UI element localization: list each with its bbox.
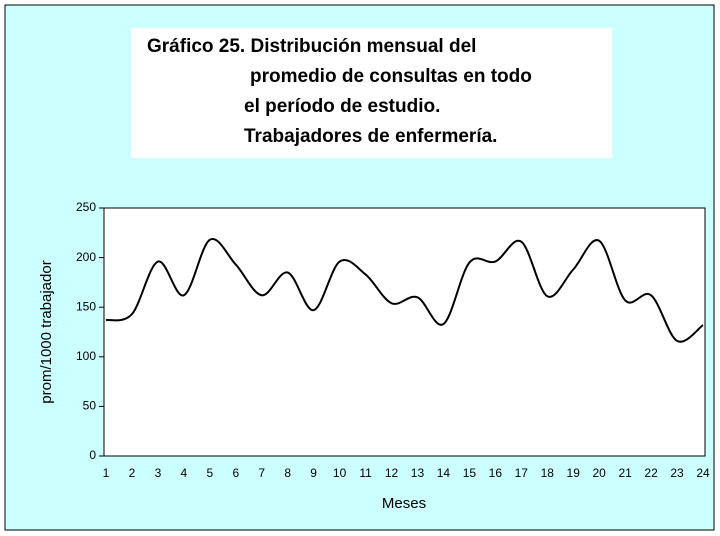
chart-title: promedio de consultas en todo [250, 66, 532, 87]
y-axis-label: prom/1000 trabajador [38, 260, 55, 403]
y-tick-label: 200 [76, 250, 96, 264]
x-tick-label: 2 [129, 466, 136, 480]
x-tick-label: 18 [541, 466, 555, 480]
x-tick-label: 22 [644, 466, 658, 480]
x-tick-label: 9 [310, 466, 317, 480]
x-tick-label: 24 [696, 466, 710, 480]
x-tick-label: 10 [333, 466, 347, 480]
x-axis-label: Meses [382, 495, 426, 512]
y-tick-label: 250 [76, 200, 96, 214]
x-tick-label: 7 [258, 466, 265, 480]
x-tick-label: 16 [489, 466, 503, 480]
x-tick-label: 1 [103, 466, 110, 480]
x-tick-label: 8 [284, 466, 291, 480]
y-tick-label: 50 [83, 399, 97, 413]
x-tick-label: 20 [592, 466, 606, 480]
x-tick-label: 17 [515, 466, 529, 480]
x-tick-label: 13 [411, 466, 425, 480]
chart-title: el período de estudio. [244, 96, 440, 117]
x-tick-label: 6 [232, 466, 239, 480]
data-line [105, 237, 704, 343]
plot-area [103, 207, 706, 457]
y-tick-label: 100 [76, 349, 96, 363]
y-tick-label: 150 [76, 299, 96, 313]
x-tick-label: 23 [670, 466, 684, 480]
x-tick-label: 3 [155, 466, 162, 480]
x-tick-label: 11 [359, 466, 372, 480]
y-tick-label: 0 [89, 448, 96, 462]
chart-title: Trabajadores de enfermería. [244, 126, 497, 147]
x-tick-label: 14 [437, 466, 451, 480]
x-tick-label: 5 [206, 466, 213, 480]
x-tick-label: 12 [385, 466, 399, 480]
chart-title: Gráfico 25. Distribución mensual del [147, 36, 476, 57]
title-box [131, 28, 612, 158]
x-tick-label: 4 [181, 466, 188, 480]
x-tick-label: 21 [618, 466, 632, 480]
x-tick-label: 15 [463, 466, 477, 480]
x-tick-label: 19 [567, 466, 581, 480]
